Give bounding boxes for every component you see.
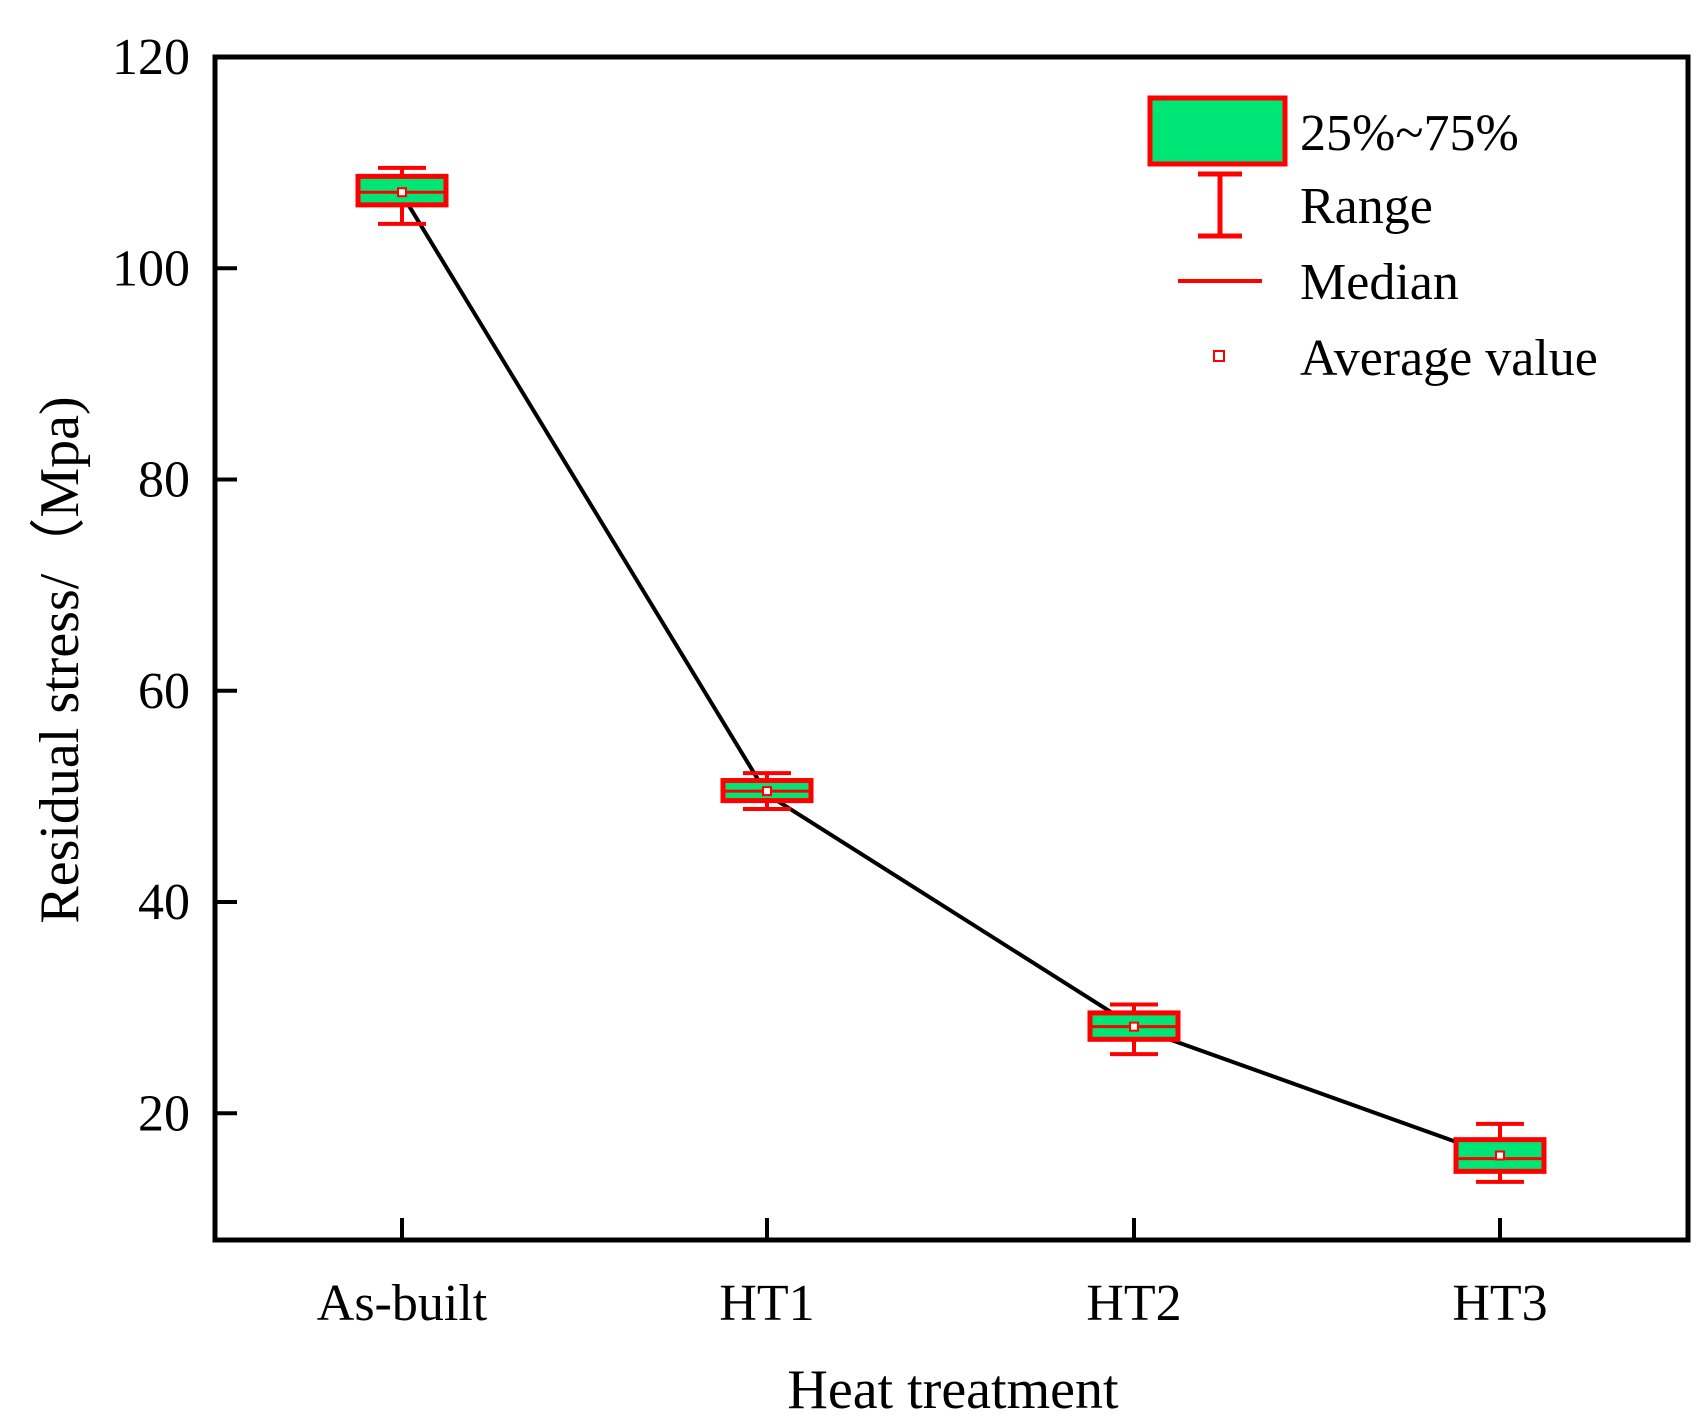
y-tick-label: 100	[112, 240, 190, 297]
average-marker	[1129, 1021, 1139, 1032]
average-marker	[397, 187, 407, 198]
x-tick-label: HT2	[1086, 1275, 1181, 1332]
y-tick-label: 40	[138, 874, 190, 931]
trend-line-group	[400, 193, 1501, 1160]
y-tick-label: 80	[138, 452, 190, 509]
legend-whisker-symbol	[1198, 171, 1242, 239]
legend-label-average: Average value	[1300, 330, 1598, 387]
plot-frame	[212, 54, 1691, 1243]
box-plot-ht2	[1087, 1002, 1181, 1057]
x-axis-ticks: As-built HT1 HT2 HT3	[317, 1218, 1548, 1332]
trend-line	[400, 193, 1501, 1160]
x-tick-label: HT3	[1452, 1275, 1547, 1332]
legend-label-box: 25%~75%	[1300, 105, 1519, 162]
box-plot-ht3	[1453, 1121, 1547, 1184]
average-marker	[1495, 1150, 1505, 1161]
y-axis-ticks: 20 40 60 80 100 120	[112, 29, 237, 1142]
box-plot-ht1	[720, 771, 814, 812]
legend-label-range: Range	[1300, 178, 1433, 235]
legend-label-median: Median	[1300, 254, 1459, 311]
x-axis-title: Heat treatment	[787, 1359, 1119, 1420]
legend-box-symbol	[1147, 95, 1288, 167]
y-tick-label: 20	[138, 1085, 190, 1142]
x-tick-label: As-built	[317, 1275, 488, 1332]
legend-average-symbol	[1213, 350, 1225, 362]
box-plot-group	[355, 165, 1547, 1184]
plot-frame-rect	[212, 54, 1691, 1243]
y-tick-label: 120	[112, 29, 190, 86]
legend: 25%~75% Range Median Average value	[1147, 95, 1598, 387]
box-plot-as-built	[355, 165, 449, 226]
y-tick-label: 60	[138, 663, 190, 720]
x-tick-label: HT1	[719, 1275, 814, 1332]
average-marker	[762, 786, 772, 797]
y-axis-title: Residual stress/（Mpa)	[29, 396, 91, 923]
